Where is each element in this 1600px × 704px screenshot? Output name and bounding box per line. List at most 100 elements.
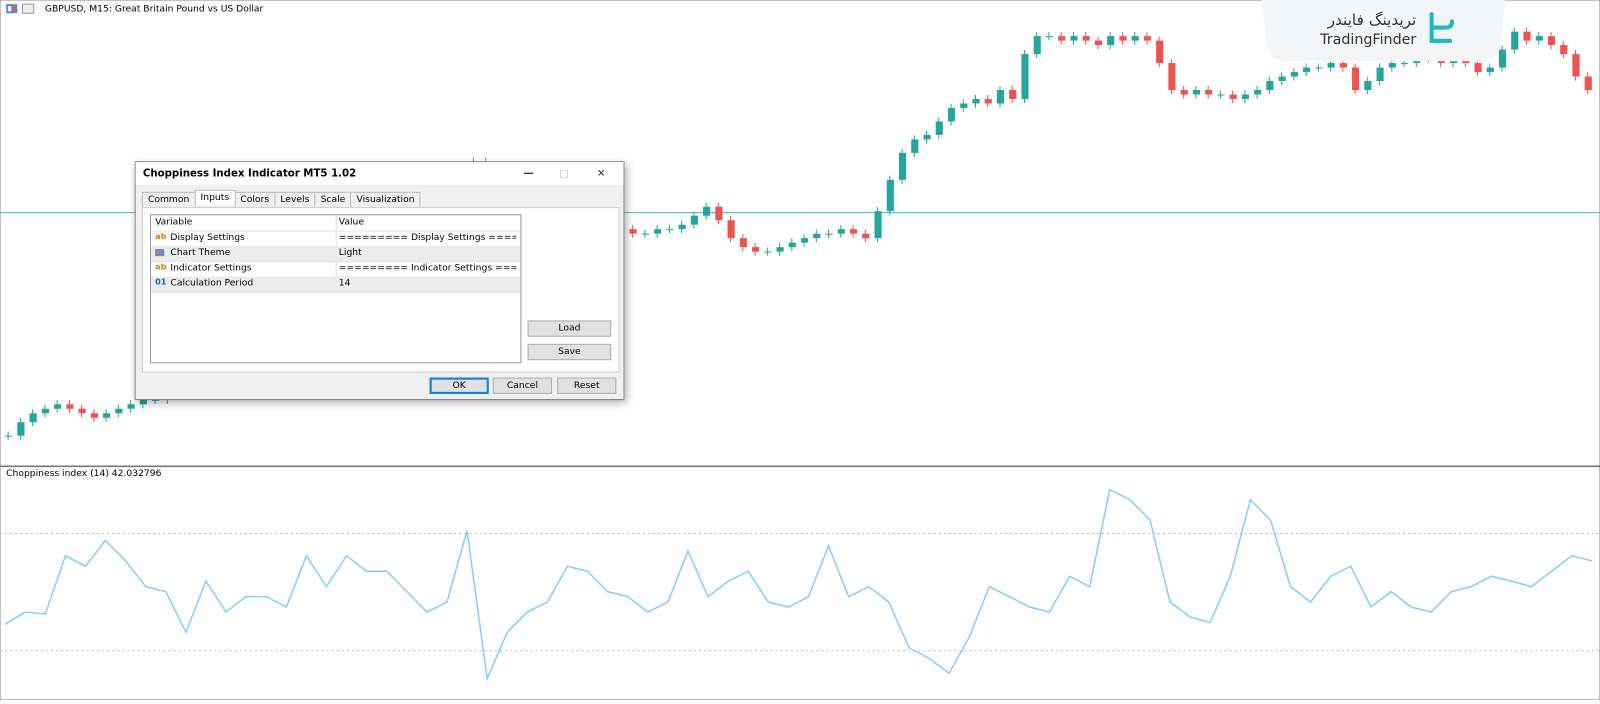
candle-body — [654, 229, 662, 234]
candle-body — [1560, 45, 1568, 55]
logo-latin: TradingFinder — [1319, 32, 1416, 48]
candle-body — [849, 229, 858, 234]
candle-body — [960, 103, 968, 108]
candle-body — [90, 413, 98, 418]
candle-body — [972, 98, 980, 104]
candle-body — [78, 408, 86, 414]
candle-body — [1217, 94, 1225, 96]
candle-body — [139, 399, 147, 405]
tab[interactable]: Visualization — [350, 191, 421, 208]
candle-body — [984, 98, 992, 104]
candle-body — [1486, 67, 1494, 73]
tab[interactable]: Inputs — [194, 189, 236, 206]
inputs-table: Variable Value ab Display Settings =========… — [149, 214, 522, 364]
tab-panel: Variable Value ab Display Settings =========… — [141, 207, 620, 373]
candle-body — [1535, 36, 1543, 41]
candle-body — [825, 233, 833, 235]
candle-body — [127, 404, 135, 409]
column-header: Value — [338, 217, 364, 228]
candle-body — [886, 179, 894, 212]
candle-body — [678, 224, 686, 230]
row-icon: ab — [155, 262, 167, 272]
candle-body — [641, 233, 649, 235]
row-variable: Indicator Settings — [170, 263, 252, 274]
tab[interactable]: Scale — [314, 191, 352, 208]
candle-body — [996, 89, 1005, 104]
row-icon: ab — [155, 231, 167, 241]
dialog-button[interactable]: OK — [429, 377, 489, 394]
candle-body — [1511, 31, 1519, 50]
tab[interactable]: Levels — [274, 191, 316, 208]
candle-body — [1315, 67, 1323, 69]
candle-body — [715, 206, 723, 221]
candle-body — [1278, 76, 1286, 82]
candle-body — [29, 413, 37, 423]
row-variable: Calculation Period — [170, 278, 254, 289]
candle-body — [1070, 36, 1078, 41]
candle-body — [1229, 94, 1237, 99]
table-row[interactable]: ab Display Settings ========= Display Sett… — [151, 231, 521, 247]
candle-body — [1523, 31, 1531, 41]
candle-body — [1364, 81, 1372, 90]
candle-body — [764, 251, 772, 253]
table-row[interactable]: ab Indicator Settings ========= Indicator … — [151, 261, 521, 278]
row-value: 14 — [338, 278, 351, 289]
minimize[interactable]: — — [523, 168, 534, 180]
candle-body — [739, 238, 747, 248]
candle-body — [1266, 81, 1274, 90]
candle-body — [1401, 63, 1409, 65]
candle-body — [788, 242, 796, 248]
indicator-label: Choppiness index (14) 42.032796 — [6, 468, 161, 479]
candle-body — [41, 408, 49, 414]
candle-body — [1290, 72, 1298, 77]
candle-body — [1327, 63, 1335, 68]
candle-body — [752, 247, 760, 252]
maximize[interactable]: □ — [559, 168, 569, 180]
symbol-label: GBPUSD, M15: Great Britain Pound vs US D… — [45, 4, 264, 15]
candle-body — [862, 233, 870, 239]
candle-body — [690, 215, 698, 225]
candle-body — [801, 238, 809, 243]
row-value: ========= Indicator Settings ====... — [338, 263, 517, 274]
candle-body — [1021, 54, 1029, 99]
side-button[interactable]: Save — [527, 343, 612, 361]
dialog: Choppiness Index Indicator MT5 1.02 — □ … — [134, 161, 625, 400]
candle-body — [1474, 63, 1482, 73]
tab[interactable]: Colors — [234, 191, 276, 208]
row-icon — [155, 248, 165, 257]
candle-body — [776, 247, 784, 252]
candle-body — [1388, 63, 1396, 68]
candle-body — [1082, 36, 1090, 41]
candle-body — [1033, 36, 1041, 55]
dialog-button[interactable]: Reset — [557, 377, 617, 394]
candle-body — [1180, 89, 1188, 95]
candle-body — [1547, 36, 1556, 46]
close[interactable]: ✕ — [596, 168, 606, 180]
candle-body — [1192, 89, 1200, 95]
row-value: ========= Display Settings ======... — [338, 232, 517, 243]
candle-body — [1168, 63, 1176, 90]
candle-body — [103, 413, 111, 418]
candle-body — [1376, 67, 1384, 82]
logo-persian: تریدینگ فایندر — [1327, 11, 1417, 29]
candle-body — [115, 408, 123, 414]
candle-body — [1107, 36, 1115, 46]
candle-body — [1205, 89, 1213, 95]
dialog-button[interactable]: Cancel — [492, 377, 553, 394]
candle-body — [837, 229, 845, 234]
candle-body — [152, 399, 160, 401]
table-row[interactable]: 01 Calculation Period 14 — [151, 276, 521, 293]
candle-body — [1143, 36, 1152, 41]
candle-body — [1303, 67, 1311, 73]
candle-body — [1094, 40, 1103, 46]
candle-body — [666, 229, 674, 231]
table-row[interactable]: Chart Theme Light — [151, 245, 521, 263]
side-button[interactable]: Load — [527, 320, 612, 337]
candle-body — [1254, 89, 1262, 95]
candle-body — [17, 422, 25, 436]
candle-body — [947, 107, 956, 122]
row-value: Light — [338, 247, 362, 259]
dialog-titlebar: Choppiness Index Indicator MT5 1.02 — □ … — [135, 162, 624, 185]
tab[interactable]: Common — [141, 191, 196, 208]
